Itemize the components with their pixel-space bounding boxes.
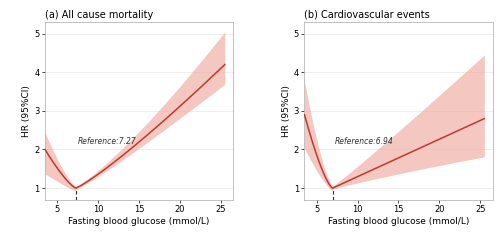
Text: (b) Cardiovascular events: (b) Cardiovascular events	[304, 10, 430, 20]
Y-axis label: HR (95%CI): HR (95%CI)	[282, 85, 291, 137]
Y-axis label: HR (95%CI): HR (95%CI)	[22, 85, 32, 137]
Text: Reference:6.94: Reference:6.94	[335, 137, 394, 146]
Text: (a) All cause mortality: (a) All cause mortality	[45, 10, 153, 20]
X-axis label: Fasting blood glucose (mmol/L): Fasting blood glucose (mmol/L)	[68, 217, 210, 226]
X-axis label: Fasting blood glucose (mmol/L): Fasting blood glucose (mmol/L)	[328, 217, 469, 226]
Text: Reference:7.27: Reference:7.27	[78, 137, 137, 146]
